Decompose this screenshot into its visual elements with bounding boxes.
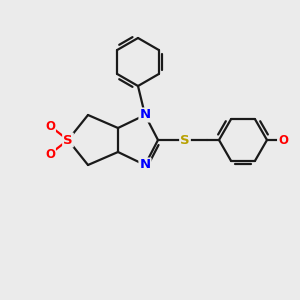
Text: O: O	[45, 148, 55, 160]
Text: O: O	[278, 134, 288, 146]
Text: O: O	[45, 119, 55, 133]
Text: S: S	[180, 134, 190, 146]
Text: N: N	[140, 109, 151, 122]
Text: S: S	[63, 134, 73, 146]
Text: N: N	[140, 158, 151, 172]
